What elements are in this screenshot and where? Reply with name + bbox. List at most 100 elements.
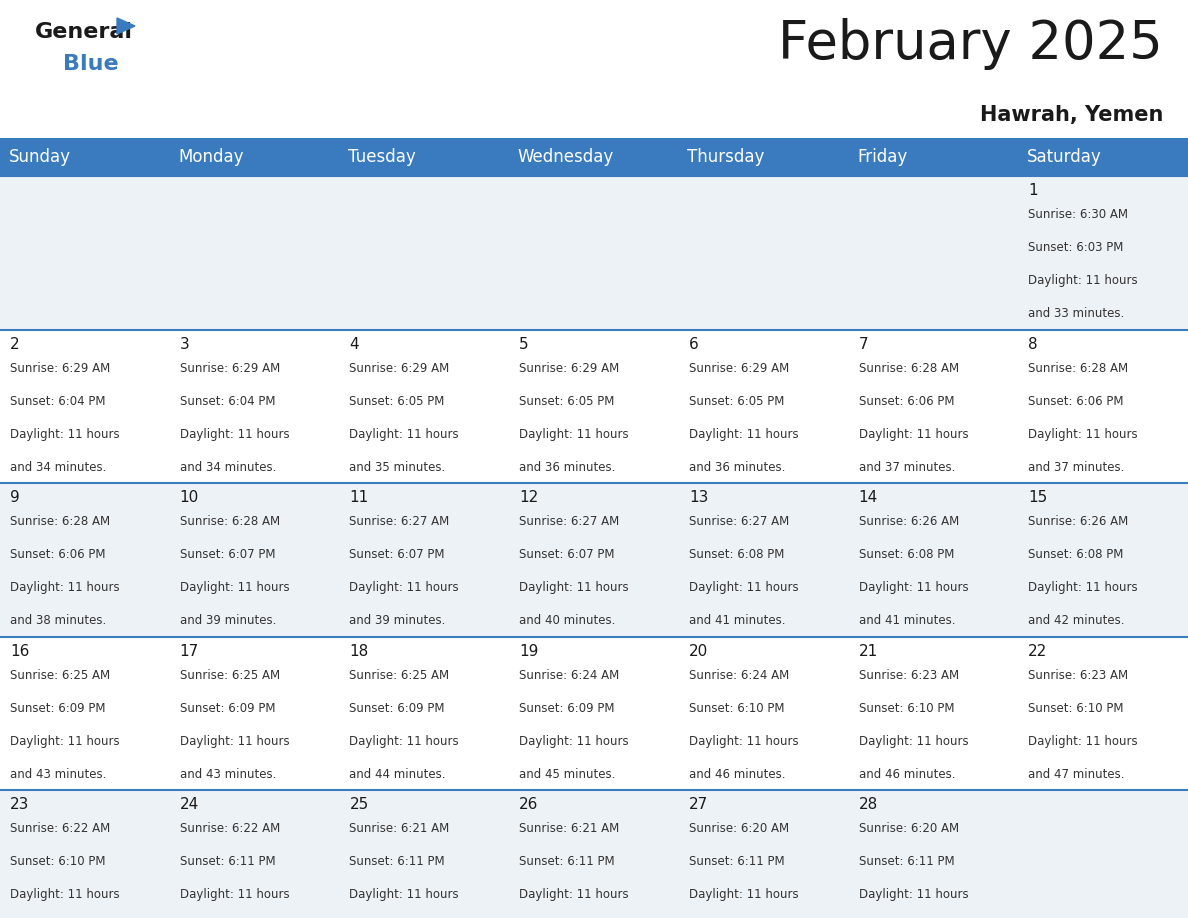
Text: Daylight: 11 hours: Daylight: 11 hours [1029, 274, 1138, 287]
Text: and 39 minutes.: and 39 minutes. [179, 614, 276, 627]
Bar [170, 138, 340, 176]
Text: and 41 minutes.: and 41 minutes. [689, 614, 785, 627]
Text: Sunset: 6:05 PM: Sunset: 6:05 PM [519, 395, 614, 408]
Text: Daylight: 11 hours: Daylight: 11 hours [179, 889, 290, 901]
Text: and 34 minutes.: and 34 minutes. [179, 461, 276, 474]
Text: 10: 10 [179, 490, 198, 505]
Text: 26: 26 [519, 798, 538, 812]
Bar [0, 176, 1188, 330]
Text: Tuesday: Tuesday [348, 148, 416, 166]
Text: and 36 minutes.: and 36 minutes. [689, 461, 785, 474]
Text: 17: 17 [179, 644, 198, 659]
Text: Sunset: 6:09 PM: Sunset: 6:09 PM [10, 702, 106, 715]
Text: 28: 28 [859, 798, 878, 812]
Text: Sunrise: 6:23 AM: Sunrise: 6:23 AM [859, 669, 959, 682]
Text: 7: 7 [859, 337, 868, 352]
Text: Sunrise: 6:27 AM: Sunrise: 6:27 AM [349, 515, 450, 528]
Text: Sunset: 6:09 PM: Sunset: 6:09 PM [519, 702, 614, 715]
Text: 25: 25 [349, 798, 368, 812]
Text: 20: 20 [689, 644, 708, 659]
Text: Daylight: 11 hours: Daylight: 11 hours [859, 889, 968, 901]
Text: Daylight: 11 hours: Daylight: 11 hours [859, 428, 968, 441]
Bar [0, 483, 1188, 637]
Text: Sunrise: 6:24 AM: Sunrise: 6:24 AM [689, 669, 789, 682]
Bar [848, 138, 1018, 176]
Text: Sunset: 6:07 PM: Sunset: 6:07 PM [179, 548, 276, 561]
Text: 5: 5 [519, 337, 529, 352]
Text: 27: 27 [689, 798, 708, 812]
Text: Daylight: 11 hours: Daylight: 11 hours [179, 581, 290, 594]
Text: Sunset: 6:10 PM: Sunset: 6:10 PM [689, 702, 784, 715]
Bar [340, 138, 510, 176]
Text: Sunset: 6:09 PM: Sunset: 6:09 PM [349, 702, 446, 715]
Text: Daylight: 11 hours: Daylight: 11 hours [519, 581, 628, 594]
Text: 4: 4 [349, 337, 359, 352]
Text: Daylight: 11 hours: Daylight: 11 hours [1029, 428, 1138, 441]
Text: Sunset: 6:11 PM: Sunset: 6:11 PM [859, 856, 954, 868]
Text: Sunset: 6:10 PM: Sunset: 6:10 PM [10, 856, 106, 868]
Text: Sunrise: 6:29 AM: Sunrise: 6:29 AM [519, 362, 619, 375]
Text: Sunrise: 6:27 AM: Sunrise: 6:27 AM [689, 515, 789, 528]
Text: Sunrise: 6:29 AM: Sunrise: 6:29 AM [349, 362, 450, 375]
Text: 1: 1 [1029, 183, 1038, 198]
Text: Sunset: 6:09 PM: Sunset: 6:09 PM [179, 702, 276, 715]
Text: and 46 minutes.: and 46 minutes. [859, 767, 955, 781]
Text: Sunset: 6:07 PM: Sunset: 6:07 PM [519, 548, 614, 561]
Polygon shape [116, 18, 135, 34]
Text: Sunset: 6:08 PM: Sunset: 6:08 PM [689, 548, 784, 561]
Bar [1018, 138, 1188, 176]
Text: Daylight: 11 hours: Daylight: 11 hours [10, 428, 120, 441]
Text: 21: 21 [859, 644, 878, 659]
Text: and 46 minutes.: and 46 minutes. [689, 767, 785, 781]
Text: Daylight: 11 hours: Daylight: 11 hours [859, 581, 968, 594]
Text: Sunrise: 6:28 AM: Sunrise: 6:28 AM [10, 515, 110, 528]
Text: Sunrise: 6:29 AM: Sunrise: 6:29 AM [10, 362, 110, 375]
Text: and 37 minutes.: and 37 minutes. [1029, 461, 1125, 474]
Text: Sunset: 6:11 PM: Sunset: 6:11 PM [349, 856, 446, 868]
Text: Thursday: Thursday [688, 148, 765, 166]
Text: 6: 6 [689, 337, 699, 352]
Text: Sunrise: 6:28 AM: Sunrise: 6:28 AM [859, 362, 959, 375]
Text: and 43 minutes.: and 43 minutes. [179, 767, 276, 781]
Text: Blue: Blue [63, 54, 119, 74]
Text: Daylight: 11 hours: Daylight: 11 hours [1029, 581, 1138, 594]
Text: Daylight: 11 hours: Daylight: 11 hours [10, 734, 120, 748]
Text: and 35 minutes.: and 35 minutes. [349, 461, 446, 474]
Text: Daylight: 11 hours: Daylight: 11 hours [179, 734, 290, 748]
Text: Sunset: 6:11 PM: Sunset: 6:11 PM [689, 856, 784, 868]
Text: and 41 minutes.: and 41 minutes. [859, 614, 955, 627]
Text: 18: 18 [349, 644, 368, 659]
Text: Sunrise: 6:28 AM: Sunrise: 6:28 AM [1029, 362, 1129, 375]
Text: 16: 16 [10, 644, 30, 659]
Text: Sunset: 6:06 PM: Sunset: 6:06 PM [859, 395, 954, 408]
Text: Wednesday: Wednesday [518, 148, 614, 166]
Bar [0, 330, 1188, 483]
Text: Daylight: 11 hours: Daylight: 11 hours [349, 581, 459, 594]
Text: Daylight: 11 hours: Daylight: 11 hours [689, 428, 798, 441]
Text: Sunrise: 6:21 AM: Sunrise: 6:21 AM [349, 823, 450, 835]
Text: Sunset: 6:11 PM: Sunset: 6:11 PM [179, 856, 276, 868]
Text: Daylight: 11 hours: Daylight: 11 hours [349, 734, 459, 748]
Text: Sunset: 6:05 PM: Sunset: 6:05 PM [349, 395, 444, 408]
Text: Sunrise: 6:24 AM: Sunrise: 6:24 AM [519, 669, 619, 682]
Text: Sunset: 6:08 PM: Sunset: 6:08 PM [1029, 548, 1124, 561]
Text: Monday: Monday [178, 148, 244, 166]
Text: Sunday: Sunday [8, 148, 70, 166]
Text: 8: 8 [1029, 337, 1038, 352]
Text: 11: 11 [349, 490, 368, 505]
Text: 14: 14 [859, 490, 878, 505]
Text: Sunset: 6:10 PM: Sunset: 6:10 PM [859, 702, 954, 715]
Bar [678, 138, 848, 176]
Bar [510, 138, 678, 176]
Text: Daylight: 11 hours: Daylight: 11 hours [519, 889, 628, 901]
Text: Daylight: 11 hours: Daylight: 11 hours [10, 581, 120, 594]
Text: and 39 minutes.: and 39 minutes. [349, 614, 446, 627]
Text: Sunrise: 6:25 AM: Sunrise: 6:25 AM [179, 669, 280, 682]
Text: 2: 2 [10, 337, 20, 352]
Text: Sunset: 6:11 PM: Sunset: 6:11 PM [519, 856, 614, 868]
Text: Daylight: 11 hours: Daylight: 11 hours [519, 734, 628, 748]
Text: and 47 minutes.: and 47 minutes. [1029, 767, 1125, 781]
Text: Friday: Friday [857, 148, 908, 166]
Text: Daylight: 11 hours: Daylight: 11 hours [1029, 734, 1138, 748]
Text: Sunrise: 6:20 AM: Sunrise: 6:20 AM [859, 823, 959, 835]
